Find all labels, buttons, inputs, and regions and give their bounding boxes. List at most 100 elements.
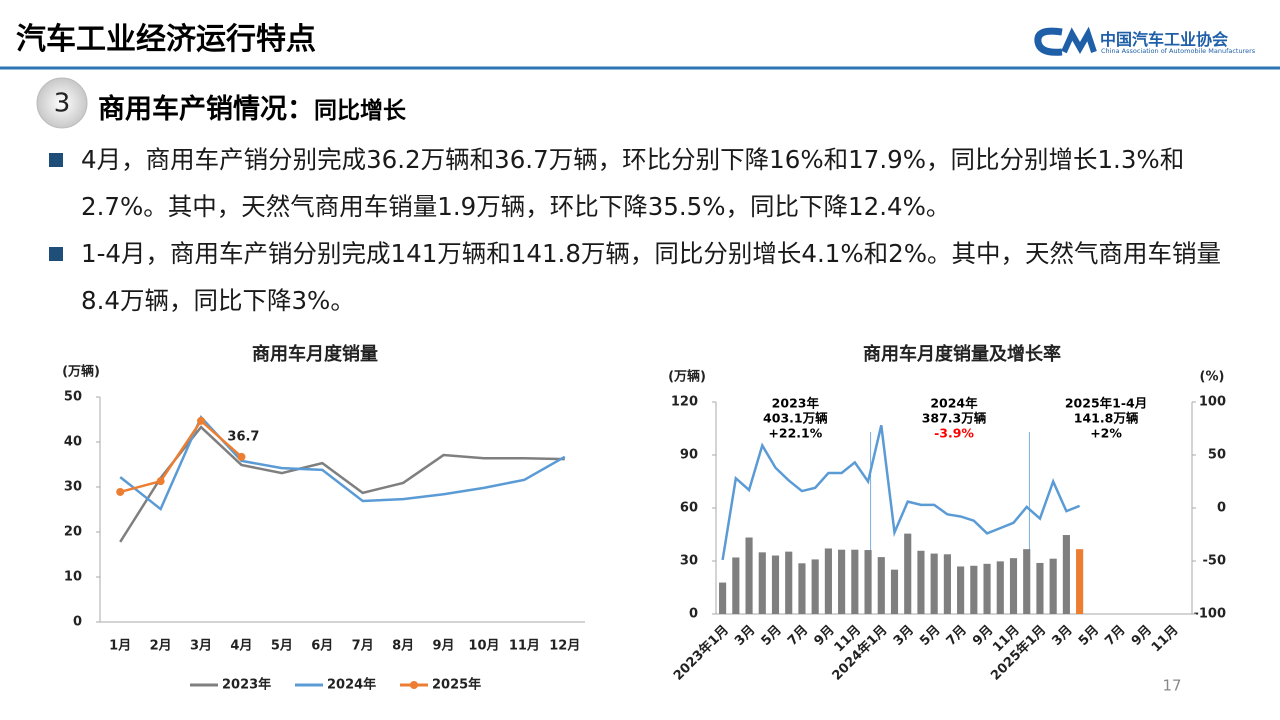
x-tick-label: 2月: [150, 639, 172, 654]
x-tick-label: 9月: [433, 639, 455, 654]
x-tick-label: 3月: [732, 623, 758, 649]
series-line: [119, 415, 566, 512]
x-tick-label: 5月: [1076, 623, 1102, 649]
bar: [851, 549, 859, 614]
x-tick-label: 5月: [917, 623, 943, 649]
y2-tick-label: 100: [1199, 395, 1226, 410]
annotation: +2%: [1090, 426, 1122, 441]
annotation: +22.1%: [768, 426, 822, 441]
annotation: 2024年: [930, 396, 978, 411]
bar: [1062, 535, 1070, 614]
y2-tick-label: -100: [1193, 607, 1226, 622]
x-tick-label: 12月: [549, 639, 580, 654]
bullet: 1-4月，商用车产销分别完成141万辆和141.8万辆，同比分别增长4.1%和2…: [49, 230, 1249, 324]
bar: [983, 563, 991, 614]
growth-line: [721, 425, 1081, 561]
x-tick-label: 5月: [271, 639, 293, 654]
legend-label: 2024年: [327, 677, 376, 693]
bar: [890, 569, 899, 614]
y2-tick-label: -50: [1203, 554, 1227, 569]
bar: [745, 537, 753, 614]
bar: [1076, 549, 1084, 614]
bar: [758, 552, 766, 614]
x-tick-label: 10月: [468, 639, 499, 654]
x-tick-label: 4月: [230, 639, 252, 654]
point: [116, 487, 125, 496]
x-tick-label: 7月: [352, 639, 374, 654]
logo-en: China Association of Automobile Manufact…: [1101, 47, 1256, 55]
bar: [732, 557, 740, 614]
annotation: 387.3万辆: [922, 411, 987, 426]
bar: [917, 550, 925, 614]
x-tick-label: 3月: [1049, 623, 1075, 649]
bar: [1049, 558, 1057, 614]
y2-tick-label: 0: [1217, 501, 1226, 516]
bar: [930, 553, 938, 614]
bar: [970, 565, 978, 614]
y2-tick-label: 50: [1208, 448, 1226, 463]
bar: [957, 566, 965, 614]
annotation: 2023年: [772, 396, 820, 411]
section-heading: 商用车产销情况：同比增长: [98, 87, 406, 126]
data-label: 36.7: [227, 429, 259, 444]
x-tick-label: 7月: [785, 623, 811, 649]
bullet: 4月，商用车产销分别完成36.2万辆和36.7万辆，环比分别下降16%和17.9…: [49, 136, 1249, 230]
y-tick-label: 60: [680, 501, 698, 516]
section-number: 3: [54, 89, 71, 119]
annotation: -3.9%: [934, 426, 974, 441]
y-tick-label: 10: [64, 570, 82, 585]
header-title: 汽车工业经济运行特点: [16, 22, 316, 57]
x-tick-label: 7月: [1102, 623, 1128, 649]
series-line: [119, 418, 243, 494]
bar: [1023, 549, 1031, 614]
y-tick-label: 90: [680, 448, 698, 463]
bar: [719, 582, 727, 614]
x-tick-label: 6月: [311, 639, 333, 654]
point: [237, 452, 246, 461]
y-tick-label: 120: [671, 395, 698, 410]
y-tick-label: 0: [73, 615, 82, 630]
bar: [785, 551, 793, 614]
bar: [904, 533, 912, 614]
bar: [864, 550, 872, 614]
legend-label: 2025年: [432, 677, 481, 693]
y-tick-label: 40: [64, 435, 82, 450]
bar: [811, 559, 819, 614]
y-tick-label: 30: [680, 554, 698, 569]
x-tick-label: 5月: [759, 623, 785, 649]
annotation: 403.1万辆: [763, 411, 828, 426]
bar: [1009, 558, 1018, 614]
point: [197, 416, 206, 425]
y-tick-label: 50: [64, 390, 82, 405]
bar: [838, 549, 846, 614]
y-axis-label: (万辆): [668, 369, 706, 385]
logo-mark: [1061, 26, 1097, 55]
legend-label: 2023年: [222, 677, 271, 693]
x-tick-label: 3月: [190, 639, 212, 654]
y-tick-label: 0: [689, 607, 698, 622]
section-title: 商用车产销情况：: [98, 94, 314, 125]
x-tick-label: 1月: [109, 639, 131, 654]
x-tick-label: 8月: [392, 639, 414, 654]
bar: [1036, 562, 1044, 614]
logo-cn: 中国汽车工业协会: [1100, 30, 1229, 49]
point: [156, 477, 165, 486]
bar: [824, 548, 832, 614]
legend-marker: [410, 681, 418, 689]
x-tick-label: 11月: [1149, 623, 1182, 656]
bar: [798, 563, 806, 614]
x-tick-label: 3月: [891, 623, 917, 649]
x-tick-label: 2023年1月: [670, 622, 732, 684]
page-number: 17: [1162, 677, 1181, 695]
bar: [943, 554, 951, 614]
chart-title: 商用车月度销量: [252, 343, 378, 365]
y-tick-label: 20: [64, 525, 82, 540]
y2-axis-label: (%): [1200, 370, 1225, 385]
section-subtitle: 同比增长: [314, 98, 406, 124]
bullets: 4月，商用车产销分别完成36.2万辆和36.7万辆，环比分别下降16%和17.9…: [49, 136, 1249, 324]
bar: [996, 561, 1004, 614]
x-tick-label: 7月: [944, 623, 970, 649]
y-tick-label: 30: [64, 480, 82, 495]
